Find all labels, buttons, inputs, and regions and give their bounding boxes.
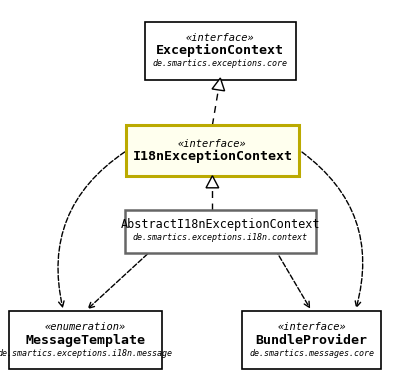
Text: de.smartics.exceptions.core: de.smartics.exceptions.core (153, 59, 288, 68)
Text: «interface»: «interface» (277, 323, 346, 332)
FancyBboxPatch shape (9, 311, 162, 369)
Text: de.smartics.messages.core: de.smartics.messages.core (249, 349, 374, 358)
Polygon shape (212, 78, 225, 91)
FancyBboxPatch shape (145, 21, 296, 80)
FancyBboxPatch shape (242, 311, 381, 369)
Text: «interface»: «interface» (178, 139, 247, 149)
Text: de.smartics.exceptions.i18n.message: de.smartics.exceptions.i18n.message (0, 349, 173, 358)
Polygon shape (206, 176, 219, 188)
Text: «interface»: «interface» (186, 33, 255, 43)
Text: BundleProvider: BundleProvider (256, 334, 368, 347)
Text: MessageTemplate: MessageTemplate (25, 334, 145, 347)
Text: «enumeration»: «enumeration» (45, 323, 126, 332)
Text: de.smartics.exceptions.i18n.context: de.smartics.exceptions.i18n.context (133, 233, 308, 242)
FancyBboxPatch shape (125, 210, 316, 253)
Text: ExceptionContext: ExceptionContext (156, 44, 284, 57)
FancyBboxPatch shape (126, 125, 299, 176)
Text: I18nExceptionContext: I18nExceptionContext (132, 150, 293, 163)
Text: AbstractI18nExceptionContext: AbstractI18nExceptionContext (121, 218, 320, 231)
